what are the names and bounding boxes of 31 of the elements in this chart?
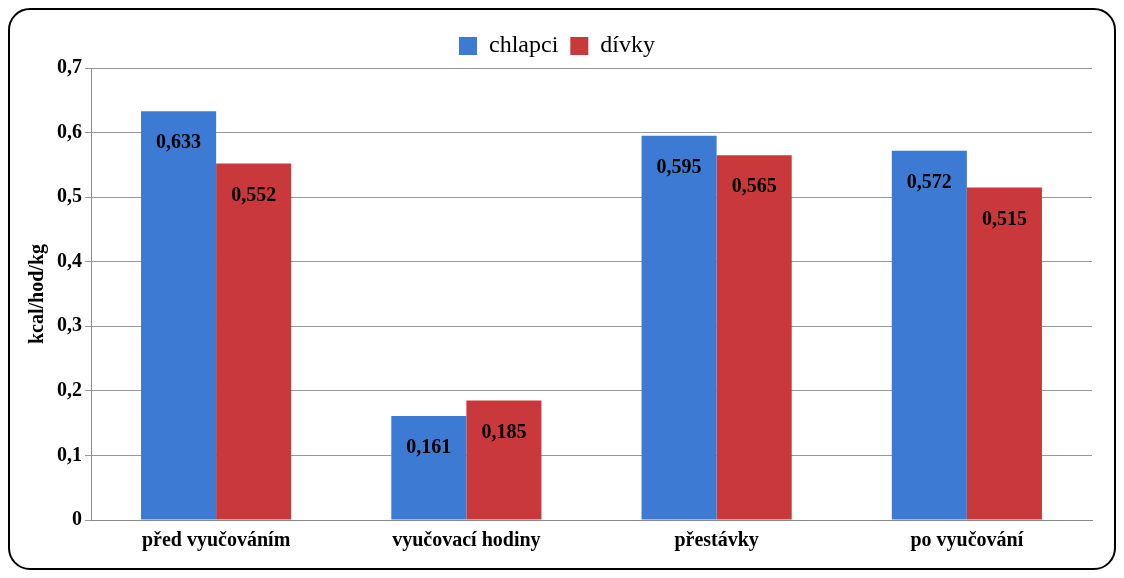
bar	[966, 187, 1042, 520]
x-tick-label: přestávky	[674, 528, 759, 552]
bar	[716, 155, 792, 520]
bar	[891, 150, 967, 520]
data-label: 0,565	[731, 174, 777, 197]
data-label: 0,595	[656, 154, 702, 177]
y-tick-label: 0,1	[57, 442, 82, 465]
x-tick-label: před vyučováním	[141, 528, 291, 552]
data-label: 0,572	[906, 169, 952, 192]
data-label: 0,161	[406, 435, 452, 458]
legend-label: chlapci	[489, 31, 559, 58]
y-tick-label: 0,4	[57, 248, 82, 271]
y-tick-label: 0	[72, 507, 82, 530]
bar	[391, 416, 467, 520]
x-tick-label: vyučovací hodiny	[392, 528, 541, 552]
y-tick-label: 0,5	[57, 184, 82, 207]
y-tick-label: 0,2	[57, 378, 82, 401]
data-label: 0,633	[156, 130, 202, 153]
bar	[466, 400, 542, 520]
x-tick-label: po vyučování	[910, 528, 1024, 552]
bar	[141, 111, 217, 520]
data-label: 0,185	[481, 419, 527, 442]
y-tick-label: 0,3	[57, 313, 82, 336]
y-axis-title: kcal/hod/kg	[25, 243, 49, 345]
y-tick-label: 0,6	[57, 119, 82, 142]
data-label: 0,515	[981, 206, 1027, 229]
data-label: 0,552	[231, 182, 277, 205]
bar	[216, 163, 292, 520]
bar	[641, 135, 717, 520]
legend-label: dívky	[600, 31, 655, 58]
y-tick-label: 0,7	[57, 55, 82, 78]
